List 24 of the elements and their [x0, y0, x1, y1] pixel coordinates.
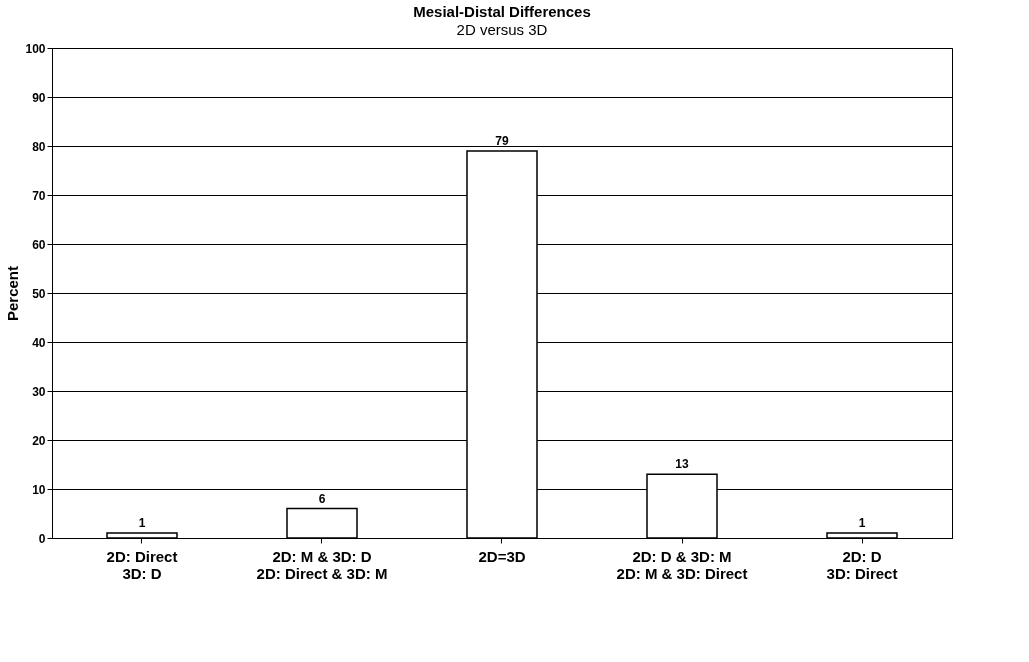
y-tick-label: 0 — [38, 531, 46, 546]
x-tick-label: 2D: M & 3D: D 2D: Direct & 3D: M — [256, 547, 388, 582]
y-tick-label: 60 — [32, 237, 46, 252]
data-label: 79 — [495, 133, 509, 148]
y-tick-label: 90 — [32, 90, 46, 105]
chart-subtitle: 2D versus 3D — [456, 21, 548, 38]
data-label: 1 — [138, 516, 146, 531]
y-tick-label: 100 — [25, 41, 46, 56]
data-label: 1 — [858, 516, 866, 531]
y-tick-label: 70 — [32, 188, 46, 203]
x-tick-label: 2D: D 3D: Direct — [826, 547, 898, 582]
data-label: 6 — [318, 491, 326, 506]
y-tick-label: 50 — [32, 286, 46, 301]
y-tick-label: 10 — [32, 482, 46, 497]
y-tick-label: 40 — [32, 335, 46, 350]
y-tick-label: 80 — [32, 139, 46, 154]
data-label: 13 — [675, 457, 689, 472]
y-tick-label: 30 — [32, 384, 46, 399]
chart-title: Mesial-Distal Differences — [413, 3, 591, 20]
x-tick-label: 2D: D & 3D: M 2D: M & 3D: Direct — [616, 547, 748, 582]
y-axis-title: Percent — [4, 265, 22, 322]
y-tick-label: 20 — [32, 433, 46, 448]
x-tick-label: 2D=3D — [478, 547, 526, 565]
x-tick-label: 2D: Direct 3D: D — [106, 547, 178, 582]
